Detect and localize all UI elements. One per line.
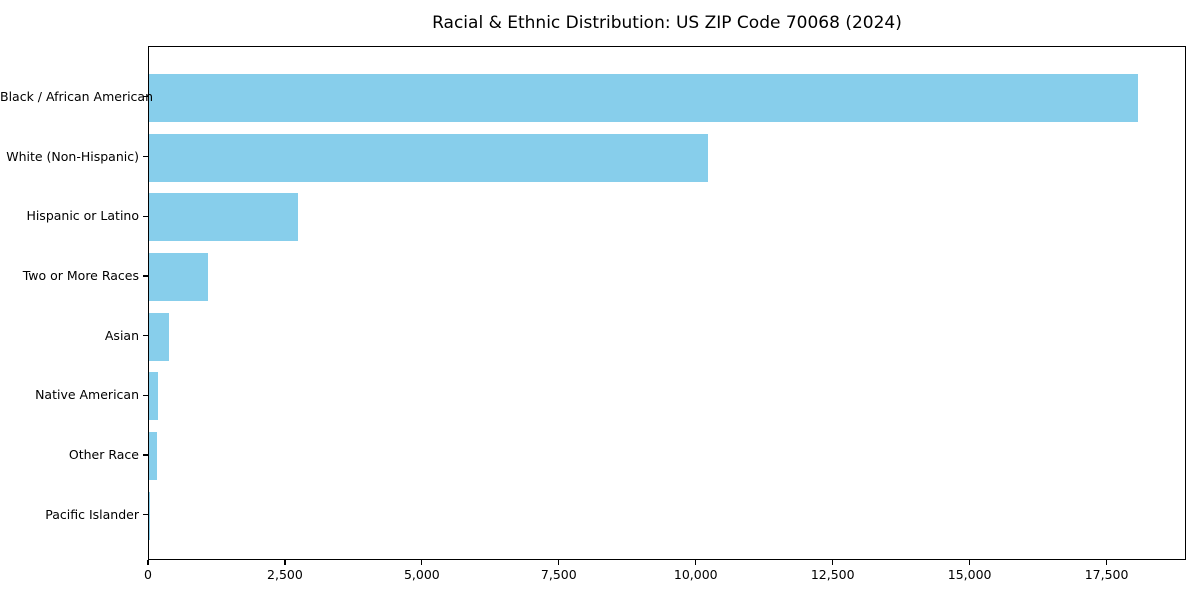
y-axis-tick xyxy=(143,275,148,277)
bar-row xyxy=(149,307,1185,367)
x-axis-tick xyxy=(832,560,834,565)
bar xyxy=(149,133,709,182)
bar xyxy=(149,193,298,242)
x-axis-tick-label: 7,500 xyxy=(540,567,577,582)
x-axis-tick xyxy=(558,560,560,565)
y-axis-label: Pacific Islander xyxy=(45,506,139,522)
plot-area xyxy=(148,46,1186,560)
bar xyxy=(149,312,170,361)
x-axis-tick-label: 12,500 xyxy=(810,567,855,582)
x-axis-tick xyxy=(421,560,423,565)
x-axis-tick xyxy=(284,560,286,565)
bar-row xyxy=(149,367,1185,427)
y-axis-label: Asian xyxy=(104,327,139,343)
y-axis-label: White (Non-Hispanic) xyxy=(6,148,139,164)
bar-row xyxy=(149,68,1185,128)
x-axis-tick xyxy=(969,560,971,565)
x-axis-tick-label: 15,000 xyxy=(947,567,992,582)
bar-row xyxy=(149,128,1185,188)
chart-title: Racial & Ethnic Distribution: US ZIP Cod… xyxy=(432,13,902,33)
bar xyxy=(149,252,209,301)
x-axis-tick-label: 0 xyxy=(144,567,152,582)
y-axis-tick xyxy=(143,155,148,158)
y-axis-tick xyxy=(143,394,148,396)
y-axis-label: Two or More Races xyxy=(22,267,139,283)
y-axis-label: Black / African American xyxy=(0,88,154,104)
x-axis-tick xyxy=(1105,560,1108,565)
y-axis-tick xyxy=(143,514,148,516)
bar-row xyxy=(149,426,1185,486)
bar-row xyxy=(149,247,1185,307)
x-axis-tick-label: 5,000 xyxy=(403,567,440,582)
x-axis-tick xyxy=(695,560,697,565)
x-axis-tick xyxy=(147,560,149,565)
x-axis-tick-label: 2,500 xyxy=(267,567,303,582)
bar xyxy=(149,491,150,540)
y-axis-label: Native American xyxy=(35,387,139,403)
bar xyxy=(149,432,157,481)
y-axis-label: Other Race xyxy=(68,447,139,463)
bar xyxy=(149,372,158,421)
y-axis-tick xyxy=(143,215,148,217)
bar xyxy=(149,73,1138,122)
y-axis-tick xyxy=(143,454,148,456)
bar-row xyxy=(149,486,1185,546)
x-axis-tick-label: 17,500 xyxy=(1084,567,1129,582)
x-axis-tick-label: 10,000 xyxy=(673,567,718,582)
y-axis-label: Hispanic or Latino xyxy=(26,208,139,224)
y-axis-tick xyxy=(143,335,148,337)
bar-row xyxy=(149,187,1185,247)
y-axis-tick xyxy=(143,96,148,98)
